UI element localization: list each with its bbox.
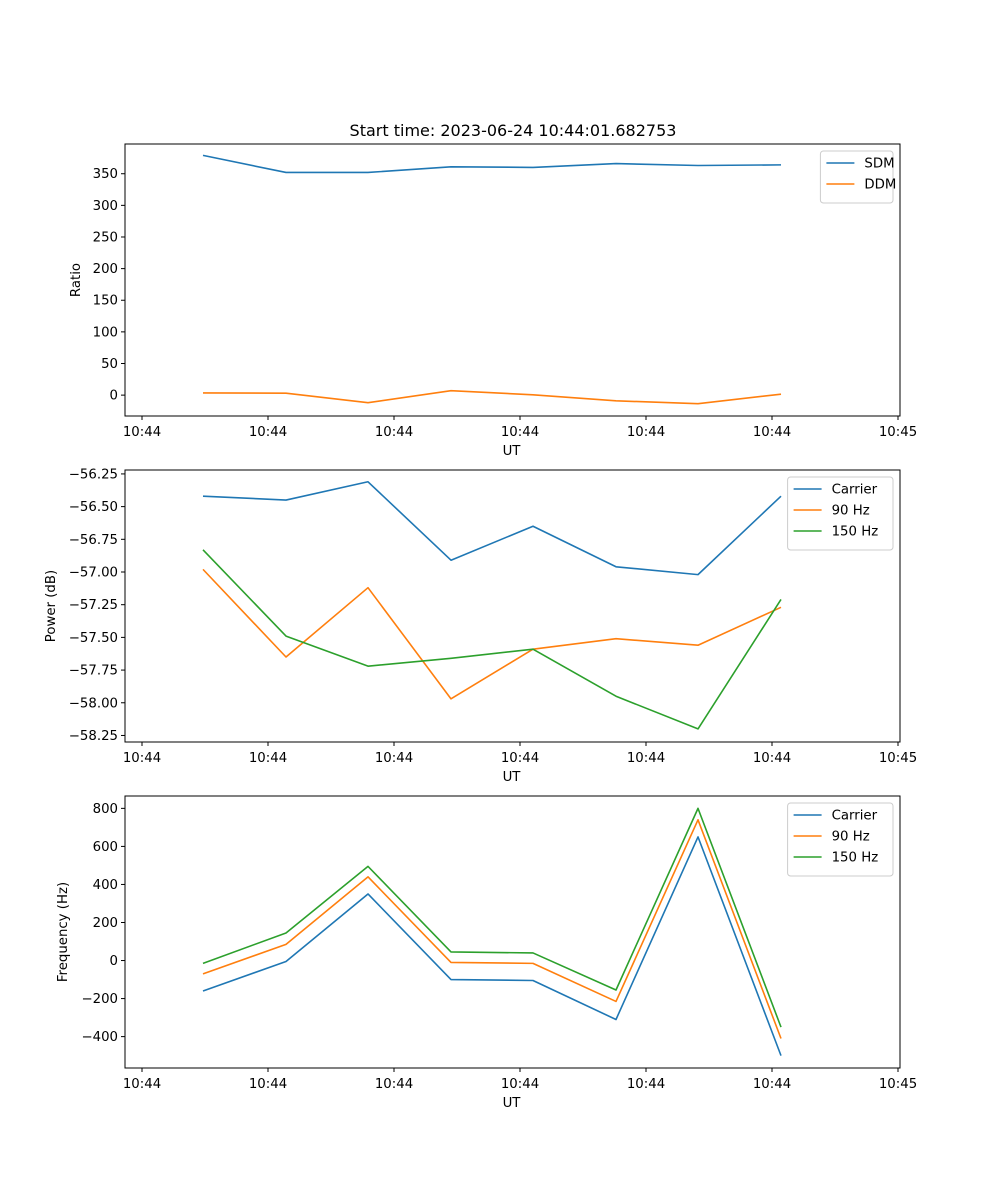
legend: Carrier 90 Hz 150 Hz [787,802,894,877]
series-line [202,480,782,576]
y-tick-label: 100 [93,325,118,340]
axes-frame [124,795,901,1069]
x-axis-label: UT [503,770,522,785]
x-tick-label: 10:44 [627,425,665,440]
series-line [202,389,782,405]
x-tick-label: 10:44 [501,751,539,766]
chart-panel: −58.25 −58.00 −57.75 −57.50 −57.25 −57.00 −56.… [44,467,917,785]
series-line [202,568,782,700]
y-tick-label: −56.50 [69,500,118,515]
y-tick-label: −57.25 [69,598,118,613]
legend-label: SDM [864,157,894,172]
y-tick-label: −200 [81,992,118,1007]
x-tick-label: 10:44 [753,425,791,440]
x-tick-label: 10:45 [879,751,917,766]
x-tick-label: 10:44 [627,1077,665,1092]
x-tick-label: 10:45 [879,425,917,440]
x-axis-label: UT [503,444,522,459]
y-tick-label: 350 [93,167,118,182]
legend-label: 150 Hz [832,851,879,866]
legend-label: Carrier [832,809,878,824]
y-tick-label: −57.75 [69,664,118,679]
y-axis-label: Ratio [69,263,84,297]
y-tick-label: −57.00 [69,566,118,581]
legend-label: 90 Hz [832,830,870,845]
x-tick-label: 10:44 [753,1077,791,1092]
series-line [202,549,782,730]
x-tick-label: 10:44 [249,425,287,440]
legend-label: 90 Hz [832,504,870,519]
y-tick-label: −400 [81,1030,118,1045]
y-tick-label: 0 [110,954,118,969]
y-tick-label: 200 [93,262,118,277]
y-tick-label: 400 [93,878,118,893]
series-line [202,807,782,1028]
x-tick-label: 10:44 [249,1077,287,1092]
x-axis-label: UT [503,1096,522,1111]
axes-frame [124,143,901,417]
legend-label: DDM [864,178,896,193]
legend-box [819,150,894,204]
x-tick-label: 10:44 [375,751,413,766]
y-tick-label: 800 [93,802,118,817]
y-tick-label: 250 [93,230,118,245]
x-tick-label: 10:45 [879,1077,917,1092]
legend-label: Carrier [832,483,878,498]
legend-label: 150 Hz [832,525,879,540]
legend: SDM DDM [819,150,896,204]
y-axis-label: Power (dB) [44,570,59,642]
series-line [202,836,782,1056]
chart-panel: −400 −200 0 200 400 600 800 10:44 10:44 10:44 10:4… [56,795,917,1111]
x-tick-label: 10:44 [375,425,413,440]
y-tick-label: 50 [101,357,118,372]
y-tick-label: 0 [110,389,118,404]
y-tick-label: 150 [93,294,118,309]
y-tick-label: 200 [93,916,118,931]
series-line [202,154,782,174]
y-tick-label: −58.00 [69,696,118,711]
y-tick-label: −56.75 [69,533,118,548]
y-tick-label: −58.25 [69,729,118,744]
y-tick-label: −57.50 [69,631,118,646]
x-tick-label: 10:44 [375,1077,413,1092]
y-tick-label: −56.25 [69,467,118,482]
panels: 0 50 100 150 200 250 300 350 10:44 10:44 10:44 10:4… [44,143,917,1111]
x-tick-label: 10:44 [123,751,161,766]
x-tick-label: 10:44 [249,751,287,766]
series-line [202,818,782,1039]
y-tick-label: 300 [93,199,118,214]
chart-panel: 0 50 100 150 200 250 300 350 10:44 10:44 10:44 10:4… [69,143,917,459]
figure-title: Start time: 2023-06-24 10:44:01.682753 [350,121,677,140]
y-tick-label: 600 [93,840,118,855]
x-tick-label: 10:44 [123,1077,161,1092]
x-tick-label: 10:44 [501,1077,539,1092]
x-tick-label: 10:44 [123,425,161,440]
x-tick-label: 10:44 [753,751,791,766]
legend: Carrier 90 Hz 150 Hz [787,476,894,551]
x-tick-label: 10:44 [501,425,539,440]
y-axis-label: Frequency (Hz) [56,882,71,982]
axes-frame [124,469,901,743]
x-tick-label: 10:44 [627,751,665,766]
